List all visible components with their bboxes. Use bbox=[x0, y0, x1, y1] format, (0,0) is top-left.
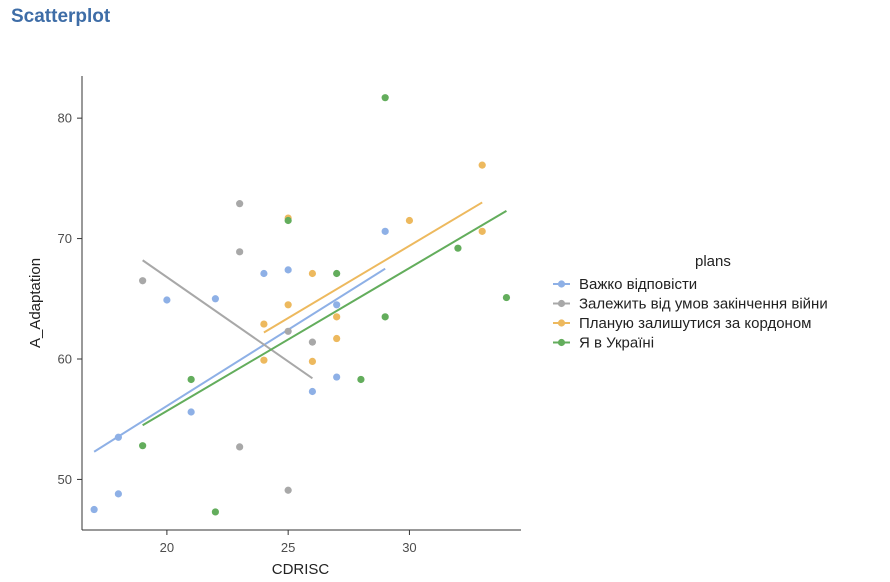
trend-line-2 bbox=[263, 201, 483, 334]
data-point-2 bbox=[333, 313, 341, 321]
legend-label: Планую залишутися за кордоном bbox=[579, 315, 812, 332]
legend-title: plans bbox=[695, 253, 731, 270]
data-point-0 bbox=[114, 490, 122, 498]
data-point-1 bbox=[236, 443, 244, 451]
x-tick-label: 20 bbox=[160, 540, 174, 555]
data-point-0 bbox=[333, 301, 341, 309]
data-point-3 bbox=[284, 216, 292, 225]
data-point-3 bbox=[502, 293, 511, 302]
data-point-0 bbox=[333, 373, 341, 381]
x-tick-label: 25 bbox=[281, 540, 295, 555]
y-tick-label: 60 bbox=[58, 351, 72, 366]
data-point-2 bbox=[333, 334, 341, 343]
data-point-3 bbox=[187, 375, 195, 384]
data-point-2 bbox=[478, 161, 486, 169]
page-title: Scatterplot bbox=[11, 6, 111, 27]
trend-line-0 bbox=[93, 267, 386, 453]
legend-key-point bbox=[557, 280, 566, 288]
data-point-3 bbox=[381, 94, 389, 102]
data-point-2 bbox=[260, 320, 268, 328]
data-point-0 bbox=[90, 505, 98, 514]
data-point-2 bbox=[308, 269, 317, 278]
data-point-3 bbox=[381, 313, 389, 321]
trend-line-1 bbox=[142, 259, 313, 380]
data-point-0 bbox=[163, 296, 171, 304]
y-axis-title: A_Adaptation bbox=[27, 258, 44, 348]
legend-key-point bbox=[557, 319, 566, 327]
y-tick-label: 50 bbox=[58, 472, 72, 487]
data-point-0 bbox=[114, 433, 122, 441]
data-point-3 bbox=[357, 375, 365, 384]
data-point-1 bbox=[236, 248, 244, 256]
y-tick-label: 80 bbox=[58, 111, 72, 126]
data-point-0 bbox=[187, 408, 195, 416]
data-point-1 bbox=[139, 277, 147, 285]
data-point-1 bbox=[236, 200, 244, 208]
data-point-1 bbox=[284, 486, 292, 494]
data-point-3 bbox=[211, 508, 219, 516]
data-point-2 bbox=[478, 227, 486, 235]
trend-line-3 bbox=[142, 210, 507, 427]
data-point-0 bbox=[211, 295, 219, 303]
data-point-3 bbox=[139, 442, 147, 450]
data-point-3 bbox=[333, 269, 341, 278]
data-point-2 bbox=[405, 216, 414, 225]
data-point-3 bbox=[454, 244, 462, 252]
legend-key-point bbox=[557, 338, 566, 347]
data-point-0 bbox=[381, 227, 389, 235]
data-point-1 bbox=[284, 327, 292, 335]
data-point-0 bbox=[284, 266, 292, 274]
data-point-1 bbox=[308, 338, 317, 346]
data-point-0 bbox=[260, 269, 268, 278]
data-point-0 bbox=[308, 387, 317, 396]
x-tick-label: 30 bbox=[402, 540, 416, 555]
legend-label: Важко відповісти bbox=[579, 276, 697, 293]
legend-label: Я в Україні bbox=[579, 335, 654, 352]
data-point-2 bbox=[308, 357, 317, 366]
x-axis-title: CDRISC bbox=[272, 561, 330, 578]
data-point-2 bbox=[260, 356, 268, 364]
y-tick-label: 70 bbox=[58, 231, 72, 246]
data-point-2 bbox=[284, 301, 292, 309]
legend-label: Залежить від умов закінчення війни bbox=[579, 296, 828, 313]
legend-key-point bbox=[557, 299, 566, 308]
